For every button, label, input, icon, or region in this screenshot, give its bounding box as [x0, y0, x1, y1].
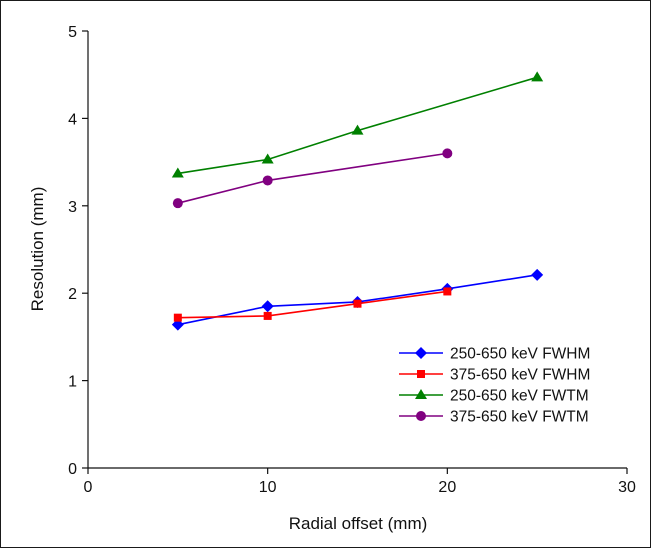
y-tick-label: 2	[68, 286, 77, 303]
data-point	[172, 198, 183, 209]
legend: 250-650 keV FWHM 375-650 keV FWHM 250-650 …	[399, 346, 590, 426]
data-point	[531, 268, 544, 281]
series-line	[177, 290, 448, 319]
y-tick-label: 3	[68, 199, 77, 216]
series-layer	[171, 71, 544, 331]
legend-marker	[417, 370, 425, 378]
legend-label: 375-650 keV FWTM	[450, 409, 589, 426]
data-point	[262, 175, 273, 186]
legend-marker	[415, 389, 427, 399]
legend-marker	[416, 411, 426, 421]
data-point	[443, 287, 452, 296]
data-point	[173, 313, 182, 322]
legend-item: 375-650 keV FWHM	[399, 367, 590, 384]
y-axis-label: Resolution (mm)	[28, 187, 47, 312]
legend-item: 250-650 keV FWTM	[399, 388, 589, 405]
x-tick-label: 10	[259, 479, 277, 496]
x-tick-label: 30	[618, 479, 636, 496]
data-point	[261, 153, 274, 164]
data-point	[263, 311, 272, 320]
data-point	[171, 167, 184, 178]
x-axis-label: Radial offset (mm)	[289, 514, 428, 533]
y-tick-label: 5	[68, 24, 77, 41]
data-point	[261, 300, 274, 313]
axes: 0 1 2 3 4 5 0 10 20 30	[68, 24, 636, 496]
legend-label: 250-650 keV FWTM	[450, 388, 589, 405]
series-4	[172, 148, 453, 209]
y-tick-label: 4	[68, 111, 77, 128]
y-tick-label: 0	[68, 461, 77, 478]
legend-item: 375-650 keV FWTM	[399, 409, 589, 426]
series-line	[177, 76, 538, 175]
legend-label: 250-650 keV FWHM	[450, 346, 590, 363]
x-tick-label: 0	[84, 479, 93, 496]
series-line	[177, 152, 448, 204]
data-point	[531, 71, 544, 82]
x-tick-label: 20	[438, 479, 456, 496]
series-2	[173, 287, 452, 322]
data-point	[353, 299, 362, 308]
data-point	[442, 148, 453, 159]
legend-marker	[415, 347, 427, 359]
data-point	[351, 124, 364, 135]
legend-item: 250-650 keV FWHM	[399, 346, 590, 363]
legend-label: 375-650 keV FWHM	[450, 367, 590, 384]
series-3	[171, 71, 544, 178]
y-tick-label: 1	[68, 374, 77, 391]
